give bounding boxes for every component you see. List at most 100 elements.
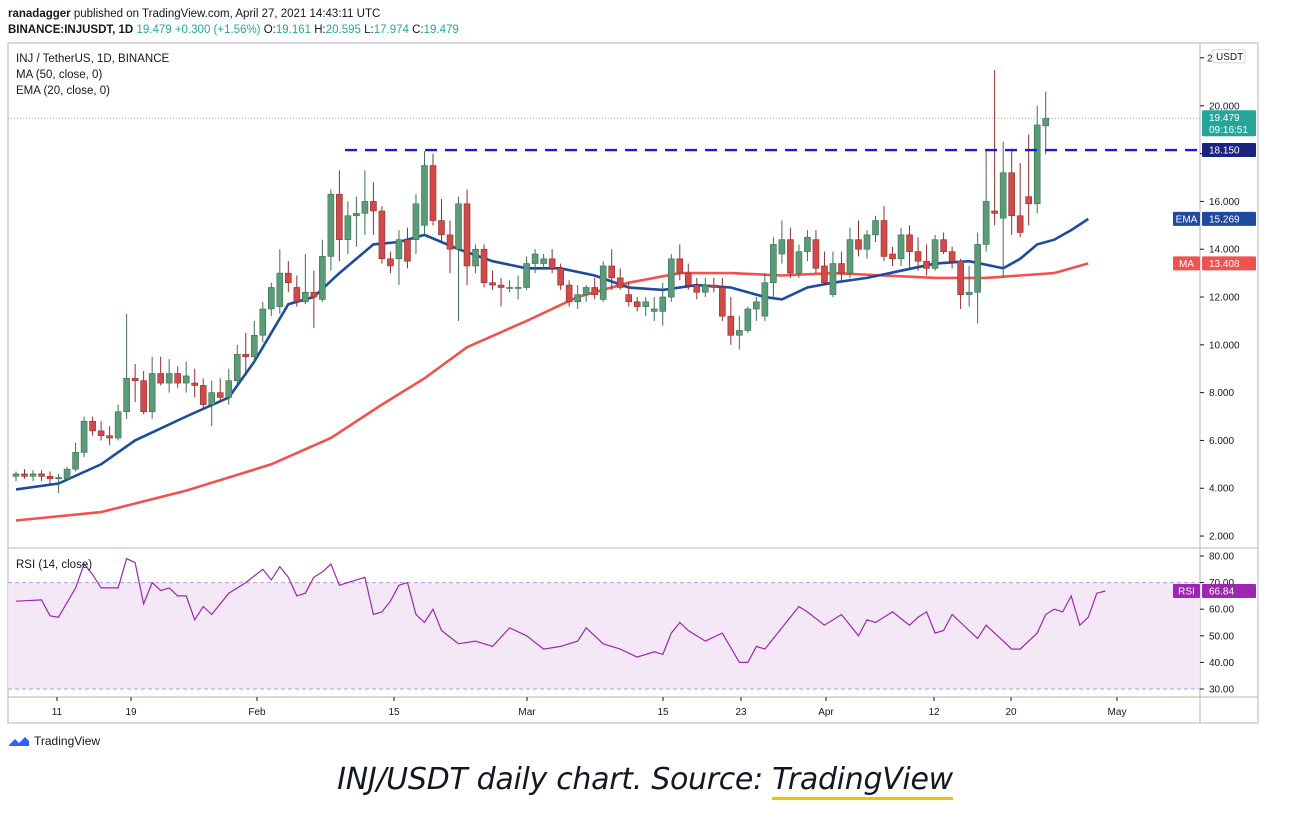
candle — [633, 297, 641, 312]
candle-body — [999, 172, 1007, 219]
rsi-band-fill — [8, 582, 1200, 690]
candle — [753, 297, 760, 321]
candle — [140, 371, 147, 415]
candle — [455, 196, 462, 321]
candle-body — [55, 477, 62, 479]
candle-body — [906, 234, 913, 252]
price-change: +0.300 (+1.56%) — [174, 24, 261, 36]
candle-body — [761, 282, 769, 317]
candle-body — [114, 411, 122, 439]
low-value: 17.974 — [373, 24, 409, 36]
candle — [216, 378, 224, 403]
tag-value-text: 19.479 — [1209, 113, 1240, 124]
candle-body — [897, 234, 905, 260]
candle — [472, 244, 479, 274]
caption-source-link[interactable]: TradingView — [772, 762, 953, 800]
candle — [1025, 134, 1032, 226]
candle — [421, 151, 428, 235]
candle-body — [676, 258, 684, 274]
candle — [940, 232, 947, 254]
legend-symbol[interactable]: INJ / TetherUS, 1D, BINANCE — [16, 53, 170, 65]
candle-body — [829, 263, 837, 295]
candle-body — [523, 263, 530, 288]
candle-body — [931, 239, 939, 269]
rsi-tick-label: 80.00 — [1209, 551, 1234, 562]
low-label: L: — [364, 24, 374, 36]
candle — [489, 270, 496, 290]
time-tick-label: 23 — [735, 707, 747, 718]
price-tick-label: 10.000 — [1209, 340, 1240, 351]
candle-body — [974, 244, 981, 293]
candle — [302, 254, 309, 305]
candle-body — [421, 165, 428, 226]
author-name[interactable]: ranadagger — [8, 8, 71, 20]
candle — [114, 404, 122, 441]
candle — [1016, 163, 1024, 238]
candle — [565, 280, 573, 307]
candle-body — [540, 258, 547, 264]
tradingview-brand[interactable]: TradingView — [8, 734, 100, 748]
time-axis[interactable]: 11 19 Feb 15 Mar 15 23 Apr 12 20 May — [52, 697, 1127, 718]
candle-body — [591, 287, 598, 295]
candle-body — [642, 301, 650, 307]
candle — [463, 189, 471, 286]
tag-label-text: MA — [1179, 259, 1194, 270]
open-label: O: — [263, 24, 276, 36]
value-tag: 18.150 — [1202, 143, 1256, 158]
legend-ema[interactable]: EMA (20, close, 0) — [16, 85, 110, 97]
candle — [795, 244, 803, 278]
last-price: 19.479 — [136, 24, 172, 36]
candle — [684, 263, 692, 290]
candle-body — [616, 277, 624, 288]
time-tick-label: 15 — [388, 707, 400, 718]
candle-body — [684, 272, 692, 286]
candle-body — [991, 210, 998, 214]
candle-body — [531, 253, 539, 264]
candle-body — [667, 258, 675, 298]
price-tick-label: 6.000 — [1209, 436, 1234, 447]
candle — [327, 189, 335, 271]
candle-body — [97, 430, 105, 436]
candle — [514, 275, 522, 300]
price-tick-label: 12.000 — [1209, 293, 1240, 304]
candle — [395, 230, 403, 286]
candle — [1042, 91, 1050, 155]
candle-body — [412, 203, 420, 240]
candle — [165, 359, 173, 393]
candle-body — [472, 248, 479, 267]
candle-body — [38, 473, 45, 477]
time-tick-label: 12 — [928, 707, 940, 718]
tag-label-box — [1173, 211, 1200, 226]
candle — [574, 285, 581, 309]
candle — [923, 244, 930, 276]
candle-body — [46, 475, 54, 479]
candle — [710, 277, 718, 293]
candle — [106, 426, 113, 446]
price-chart[interactable]: 2.000 4.000 6.000 8.000 10.000 12.000 14.000 16… — [0, 0, 1290, 760]
candle — [267, 282, 275, 317]
candle — [225, 368, 233, 405]
candle — [531, 249, 539, 274]
candle-body — [650, 308, 658, 312]
unit-badge — [1212, 49, 1246, 64]
candle-body — [846, 239, 854, 274]
candle-body — [285, 272, 292, 283]
candle-body — [948, 251, 956, 262]
candle-body — [855, 239, 862, 250]
tag-label-box — [1173, 583, 1200, 598]
tag-value-box — [1202, 583, 1256, 598]
candle — [1008, 148, 1015, 235]
candle-body — [497, 284, 505, 288]
candle — [80, 416, 88, 458]
rsi-axis[interactable]: 30.00 40.00 50.00 60.00 70.00 80.00 — [1200, 551, 1234, 696]
price-axis[interactable]: 2.000 4.000 6.000 8.000 10.000 12.000 14.000 16… — [1200, 49, 1246, 543]
legend-ma[interactable]: MA (50, close, 0) — [16, 69, 103, 81]
brand-name: TradingView — [34, 734, 101, 748]
time-tick-label: May — [1108, 707, 1127, 718]
candle-body — [199, 385, 207, 405]
candle — [293, 275, 301, 307]
legend-rsi[interactable]: RSI (14, close) — [16, 559, 93, 571]
candle-body — [140, 380, 147, 413]
candle — [991, 69, 998, 226]
resistance-line[interactable] — [8, 117, 1200, 152]
